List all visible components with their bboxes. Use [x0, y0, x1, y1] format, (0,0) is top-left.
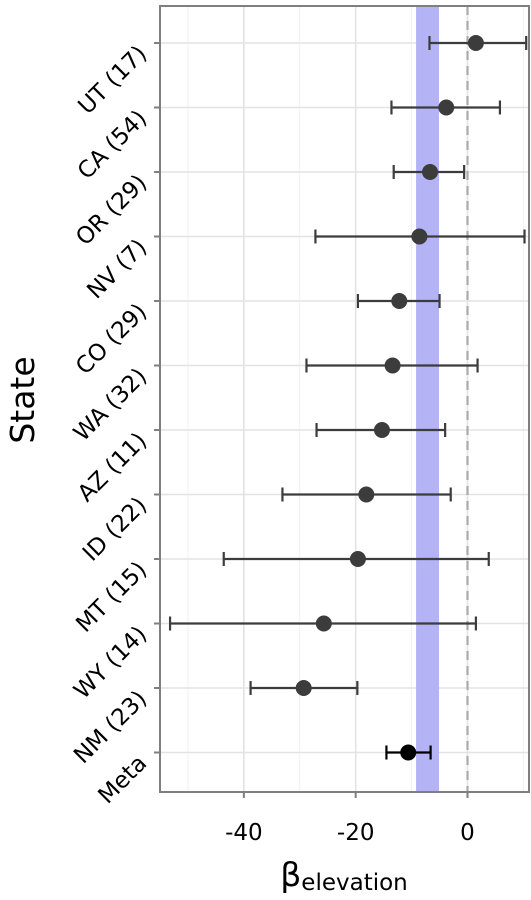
point-estimate	[295, 680, 312, 696]
x-axis-title-symbol: β	[280, 855, 301, 894]
axis-layer	[154, 42, 469, 798]
point-estimate	[422, 164, 439, 180]
point-estimate	[349, 551, 366, 567]
estimate-row	[305, 357, 479, 374]
x-tick-label: 0	[460, 820, 475, 846]
estimate-row	[385, 744, 432, 761]
x-tick-label: -40	[225, 820, 263, 846]
point-estimate	[384, 357, 401, 374]
point-estimate	[358, 486, 375, 503]
meta-interval-band	[416, 6, 439, 792]
estimate-row	[281, 486, 452, 503]
x-tick-label: -20	[337, 820, 375, 846]
estimate-row	[249, 680, 359, 696]
estimate-row	[392, 164, 466, 180]
estimate-row	[222, 551, 490, 567]
point-estimate	[438, 99, 455, 116]
point-estimate	[411, 228, 428, 245]
estimate-row	[428, 35, 528, 51]
point-estimate	[467, 35, 484, 51]
point-estimate	[391, 293, 408, 309]
plot-panel-border	[159, 5, 530, 793]
point-estimate	[373, 422, 390, 438]
marks-layer	[168, 35, 528, 761]
estimate-row	[168, 615, 477, 632]
x-axis-title-subscript: elevation	[301, 870, 407, 896]
estimate-row	[356, 293, 441, 309]
estimate-row	[314, 228, 526, 245]
x-axis-title: βelevation	[280, 855, 408, 896]
y-axis-title: State	[3, 356, 42, 443]
estimate-row	[315, 422, 447, 438]
point-estimate	[400, 744, 417, 761]
band-layer	[416, 6, 439, 792]
estimate-row	[390, 99, 502, 116]
point-estimate	[315, 615, 332, 632]
